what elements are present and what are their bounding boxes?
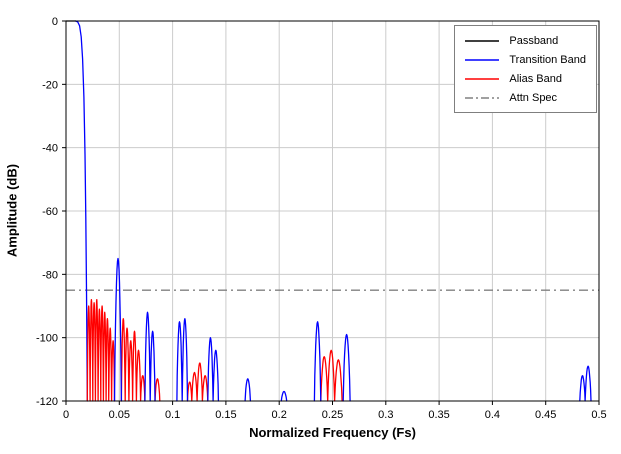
legend-item: Attn Spec — [463, 88, 586, 107]
legend-label: Alias Band — [509, 72, 562, 85]
y-tick-label: -100 — [36, 333, 58, 345]
legend-label: Passband — [509, 34, 559, 47]
y-axis-label: Amplitude (dB) — [4, 163, 20, 258]
axis-ticks — [62, 20, 600, 405]
y-tick-label: -120 — [36, 396, 58, 408]
x-tick-label: 0.45 — [535, 409, 556, 421]
x-tick-label: 0.05 — [109, 409, 130, 421]
series-transition-main-edge — [74, 20, 88, 402]
x-axis-label: Normalized Frequency (Fs) — [249, 425, 416, 440]
x-tick-label: 0.25 — [322, 409, 343, 421]
y-tick-labels: 0 -20 -40 -60 -80 -100 -120 — [36, 16, 58, 408]
legend-label: Attn Spec — [509, 91, 558, 104]
legend-item: Alias Band — [463, 69, 586, 88]
series-transition-band-lobes — [113, 257, 592, 402]
legend-line-sample — [465, 96, 500, 99]
x-tick-label: 0.5 — [591, 409, 606, 421]
legend-item: Transition Band — [463, 50, 586, 69]
y-tick-label: 0 — [52, 16, 58, 28]
x-tick-label: 0.4 — [485, 409, 500, 421]
x-tick-label: 0.35 — [428, 409, 449, 421]
x-tick-label: 0.3 — [378, 409, 393, 421]
y-tick-label: -80 — [42, 269, 58, 281]
x-tick-labels: 0 0.05 0.1 0.15 0.2 0.25 0.3 0.35 0.4 0.45 0.5 — [63, 409, 607, 421]
series-alias-band-lobes — [86, 299, 343, 402]
x-tick-label: 0 — [63, 409, 69, 421]
x-tick-label: 0.2 — [272, 409, 287, 421]
y-tick-label: -20 — [42, 79, 58, 91]
legend-line-sample — [465, 39, 500, 42]
x-tick-label: 0.15 — [215, 409, 236, 421]
y-tick-label: -60 — [42, 206, 58, 218]
legend-label: Transition Band — [509, 53, 586, 66]
legend-line-sample — [465, 77, 500, 80]
x-tick-label: 0.1 — [165, 409, 180, 421]
y-tick-label: -40 — [42, 143, 58, 155]
legend: Passband Transition Band Alias Band Attn Sp… — [454, 25, 597, 113]
legend-line-sample — [465, 58, 500, 61]
legend-item: Passband — [463, 31, 586, 50]
